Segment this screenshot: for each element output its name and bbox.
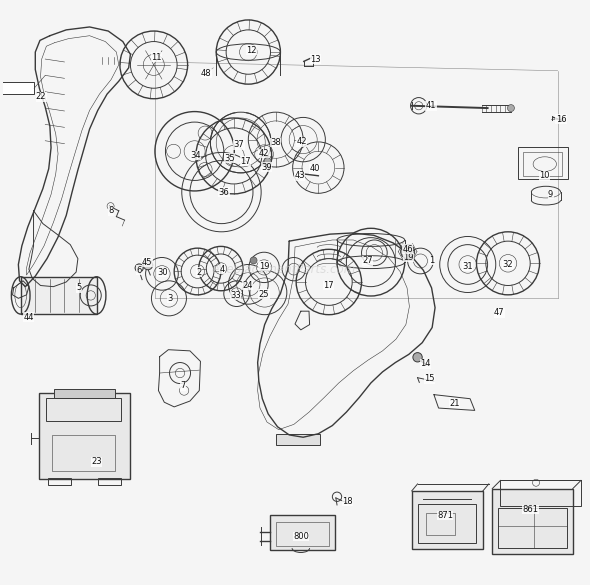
- Text: 861: 861: [523, 505, 539, 514]
- Text: 36: 36: [218, 188, 229, 197]
- Circle shape: [135, 264, 143, 272]
- Text: 17: 17: [240, 157, 251, 166]
- Text: 4: 4: [219, 264, 225, 274]
- Bar: [418, 504, 476, 543]
- Circle shape: [413, 353, 422, 362]
- Text: 44: 44: [24, 312, 34, 322]
- Bar: [492, 488, 573, 554]
- Bar: [47, 398, 121, 421]
- Text: 15: 15: [425, 374, 435, 383]
- Text: 42: 42: [259, 149, 269, 158]
- Bar: [0, 82, 34, 94]
- Text: 22: 22: [36, 92, 47, 101]
- Text: 9: 9: [548, 190, 553, 199]
- Text: 45: 45: [142, 257, 153, 267]
- Circle shape: [507, 105, 514, 112]
- Text: 2: 2: [196, 267, 201, 277]
- Bar: [40, 393, 130, 479]
- Text: 48: 48: [201, 69, 212, 78]
- Text: 33: 33: [230, 291, 241, 300]
- Text: eReplacementParts.com: eReplacementParts.com: [211, 263, 355, 276]
- Circle shape: [143, 260, 153, 270]
- Text: 42: 42: [296, 137, 307, 146]
- Circle shape: [264, 158, 271, 165]
- Text: 6: 6: [136, 266, 142, 275]
- Text: 34: 34: [191, 151, 201, 160]
- Text: 800: 800: [293, 532, 309, 541]
- Text: 12: 12: [246, 46, 257, 55]
- Text: 43: 43: [294, 171, 305, 180]
- Bar: [276, 433, 320, 445]
- Text: 23: 23: [91, 457, 102, 466]
- Bar: [48, 478, 71, 485]
- Bar: [54, 390, 114, 398]
- Text: 37: 37: [234, 140, 244, 149]
- Bar: [276, 522, 329, 546]
- Text: 10: 10: [539, 171, 549, 180]
- Text: 16: 16: [556, 115, 566, 123]
- Text: 38: 38: [270, 138, 281, 147]
- Text: 19: 19: [259, 261, 269, 271]
- Bar: [518, 147, 568, 178]
- Circle shape: [250, 257, 257, 264]
- Bar: [21, 277, 97, 314]
- Text: 18: 18: [342, 497, 353, 506]
- Text: 35: 35: [224, 154, 235, 163]
- Text: 871: 871: [437, 511, 453, 520]
- Text: 11: 11: [152, 53, 162, 62]
- Text: 30: 30: [157, 268, 168, 277]
- Circle shape: [401, 245, 415, 259]
- Text: 24: 24: [242, 281, 253, 290]
- Text: 13: 13: [310, 54, 321, 64]
- Text: 25: 25: [259, 290, 269, 299]
- Text: 27: 27: [362, 256, 373, 266]
- Bar: [98, 478, 121, 485]
- Bar: [270, 515, 335, 550]
- Text: 46: 46: [402, 245, 413, 254]
- Text: 14: 14: [421, 359, 431, 368]
- Text: 32: 32: [503, 260, 513, 269]
- Text: 21: 21: [449, 399, 460, 408]
- Text: 3: 3: [167, 294, 172, 303]
- Bar: [498, 508, 567, 548]
- Text: 5: 5: [77, 283, 81, 292]
- Text: 1: 1: [430, 256, 435, 265]
- Text: 39: 39: [261, 163, 272, 171]
- Bar: [427, 512, 455, 535]
- Text: 17: 17: [323, 281, 334, 290]
- Text: 7: 7: [181, 381, 186, 390]
- Text: 40: 40: [310, 164, 320, 173]
- Bar: [523, 153, 562, 176]
- Bar: [412, 491, 483, 549]
- Text: 19: 19: [403, 253, 414, 262]
- Bar: [53, 435, 115, 470]
- Text: 47: 47: [494, 308, 504, 318]
- Text: 31: 31: [463, 261, 473, 271]
- Bar: [500, 480, 581, 506]
- Text: 8: 8: [109, 207, 114, 215]
- Text: 41: 41: [426, 101, 436, 110]
